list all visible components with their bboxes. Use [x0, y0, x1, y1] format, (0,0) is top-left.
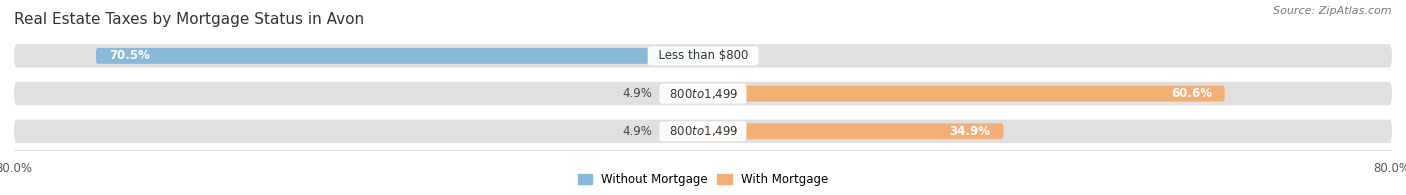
FancyBboxPatch shape [703, 86, 1225, 102]
Text: 60.6%: 60.6% [1171, 87, 1212, 100]
Text: 34.9%: 34.9% [949, 125, 991, 138]
FancyBboxPatch shape [14, 120, 1392, 143]
FancyBboxPatch shape [661, 123, 703, 139]
FancyBboxPatch shape [14, 44, 1392, 67]
Text: 4.9%: 4.9% [623, 125, 652, 138]
FancyBboxPatch shape [661, 86, 703, 102]
Text: Less than $800: Less than $800 [651, 49, 755, 62]
Text: Source: ZipAtlas.com: Source: ZipAtlas.com [1274, 6, 1392, 16]
Legend: Without Mortgage, With Mortgage: Without Mortgage, With Mortgage [574, 168, 832, 191]
Text: Real Estate Taxes by Mortgage Status in Avon: Real Estate Taxes by Mortgage Status in … [14, 12, 364, 27]
Text: 0.0%: 0.0% [711, 49, 741, 62]
Text: $800 to $1,499: $800 to $1,499 [662, 87, 744, 101]
FancyBboxPatch shape [703, 123, 1004, 139]
FancyBboxPatch shape [96, 48, 703, 64]
Text: 4.9%: 4.9% [623, 87, 652, 100]
FancyBboxPatch shape [14, 82, 1392, 105]
Text: 70.5%: 70.5% [108, 49, 149, 62]
Text: $800 to $1,499: $800 to $1,499 [662, 124, 744, 138]
